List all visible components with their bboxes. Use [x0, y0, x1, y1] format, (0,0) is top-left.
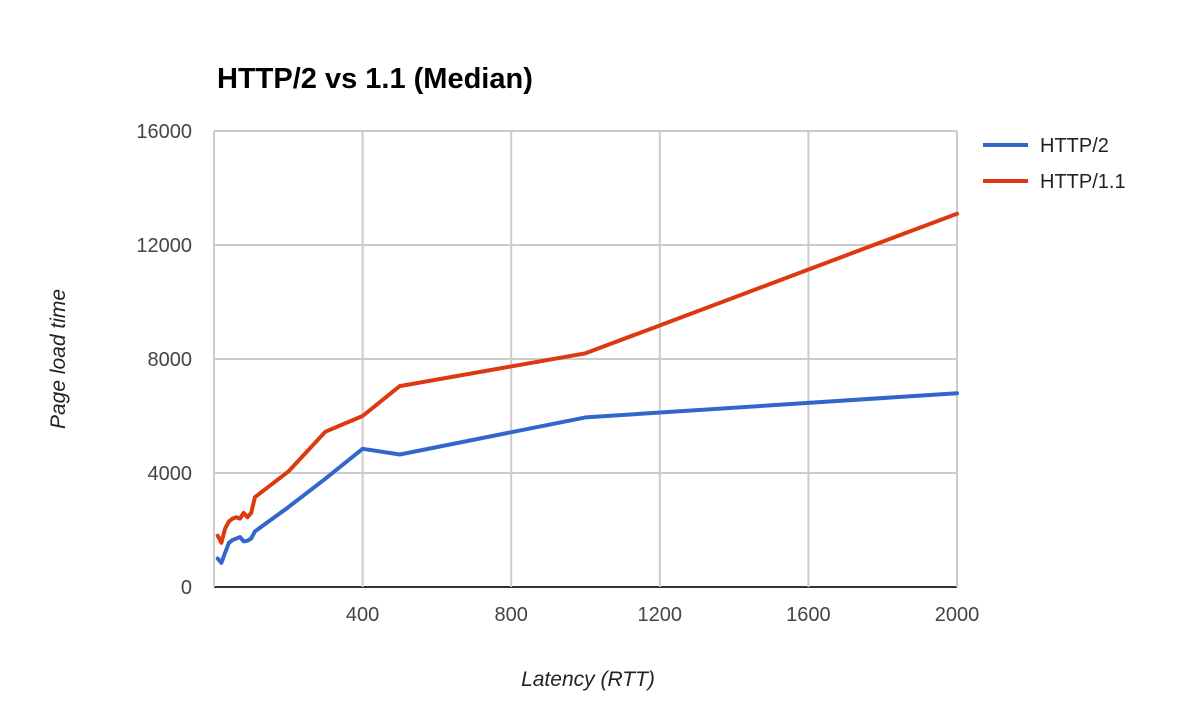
- x-tick-label: 800: [495, 604, 528, 626]
- y-tick-label: 0: [181, 577, 192, 599]
- y-tick-label: 12000: [136, 235, 192, 257]
- y-tick-label: 8000: [148, 349, 193, 371]
- x-tick-label: 400: [346, 604, 379, 626]
- legend-label: HTTP/1.1: [1040, 171, 1126, 193]
- series-line-http-1-1: [215, 211, 959, 545]
- legend: HTTP/2 HTTP/1.1: [983, 135, 1126, 193]
- y-axis-ticks: 0 4000 8000 12000 16000: [136, 121, 192, 599]
- series-lines: [215, 211, 959, 565]
- x-tick-label: 1200: [638, 604, 683, 626]
- x-tick-label: 1600: [786, 604, 831, 626]
- x-axis-label: Latency (RTT): [521, 668, 655, 691]
- x-tick-label: 2000: [935, 604, 980, 626]
- legend-label: HTTP/2: [1040, 135, 1109, 157]
- series-line-http-2: [215, 391, 959, 565]
- grid-lines: [213, 130, 958, 588]
- y-axis-label: Page load time: [47, 289, 70, 429]
- chart-title: HTTP/2 vs 1.1 (Median): [217, 63, 533, 95]
- y-tick-label: 16000: [136, 121, 192, 143]
- y-tick-label: 4000: [148, 463, 193, 485]
- x-axis-ticks: 400 800 1200 1600 2000: [346, 604, 979, 626]
